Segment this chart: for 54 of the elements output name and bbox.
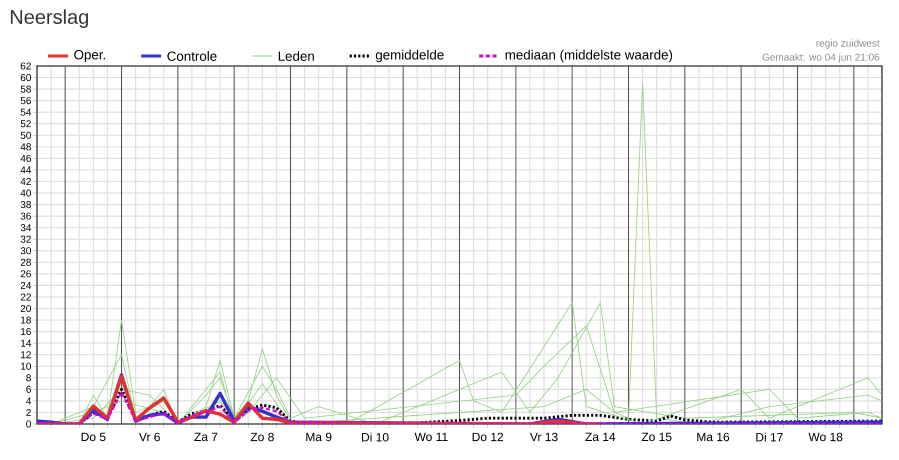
y-tick-label: 2 bbox=[26, 408, 31, 416]
y-tick-label: 42 bbox=[20, 178, 31, 185]
x-tick-label: Do 5 bbox=[82, 432, 106, 442]
x-tick-label: Za 14 bbox=[585, 432, 616, 442]
y-tick-label: 16 bbox=[21, 328, 31, 336]
y-tick-label: 62 bbox=[20, 62, 31, 70]
y-tick-label: 30 bbox=[20, 247, 32, 254]
y-tick-label: 52 bbox=[20, 120, 31, 128]
x-tick-label: Zo 15 bbox=[642, 432, 672, 442]
x-tick-label: Wo 11 bbox=[414, 432, 448, 442]
legend-label: Leden bbox=[278, 51, 314, 61]
y-tick-label: 58 bbox=[20, 86, 31, 93]
y-tick-label: 10 bbox=[21, 362, 32, 370]
x-tick-label: Wo 18 bbox=[808, 432, 842, 442]
y-tick-label: 4 bbox=[26, 397, 32, 404]
text: regio zuidwest bbox=[816, 39, 880, 49]
x-tick-label: Vr 13 bbox=[530, 432, 558, 442]
y-tick-label: 14 bbox=[21, 340, 32, 347]
legend-label: mediaan (middelste waarde) bbox=[506, 50, 672, 62]
x-tick-label: Za 7 bbox=[194, 432, 218, 442]
y-tick-label: 0 bbox=[26, 420, 32, 428]
y-tick-label: 40 bbox=[20, 189, 32, 197]
y-tick-label: 38 bbox=[20, 201, 31, 208]
y-tick-label: 36 bbox=[20, 212, 31, 220]
legend-label: Controle bbox=[167, 51, 217, 61]
y-tick-label: 18 bbox=[21, 316, 31, 324]
x-tick-label: Vr 6 bbox=[138, 432, 160, 442]
y-tick-label: 24 bbox=[20, 282, 32, 289]
y-tick-label: 26 bbox=[20, 270, 31, 278]
y-tick-label: 12 bbox=[21, 351, 31, 358]
y-tick-label: 50 bbox=[20, 132, 32, 139]
x-tick-label: Ma 9 bbox=[306, 432, 332, 442]
y-tick-label: 34 bbox=[20, 224, 32, 232]
x-tick-label: Di 10 bbox=[362, 432, 389, 442]
y-tick-label: 60 bbox=[20, 74, 32, 82]
y-tick-label: 48 bbox=[20, 143, 31, 150]
y-tick-label: 22 bbox=[20, 293, 31, 300]
y-tick-label: 28 bbox=[20, 258, 31, 266]
y-tick-label: 44 bbox=[20, 166, 32, 174]
legend-label: Oper. bbox=[74, 50, 106, 62]
legend-label: gemiddelde bbox=[376, 50, 444, 62]
y-tick-label: 6 bbox=[26, 386, 31, 393]
x-tick-label: Ma 16 bbox=[697, 432, 730, 442]
y-tick-label: 54 bbox=[20, 108, 32, 116]
y-tick-label: 56 bbox=[20, 97, 31, 104]
chart-title: Neerslag bbox=[10, 9, 88, 28]
x-tick-label: Do 12 bbox=[472, 432, 504, 442]
x-tick-label: Di 17 bbox=[756, 432, 783, 442]
y-tick-label: 46 bbox=[20, 154, 31, 162]
y-tick-label: 8 bbox=[26, 374, 31, 382]
y-tick-label: 20 bbox=[20, 304, 32, 312]
y-tick-label: 32 bbox=[20, 236, 31, 243]
x-tick-label: Zo 8 bbox=[250, 432, 274, 442]
text: Gemaakt: wo 04 jun 21:06 bbox=[762, 53, 880, 63]
